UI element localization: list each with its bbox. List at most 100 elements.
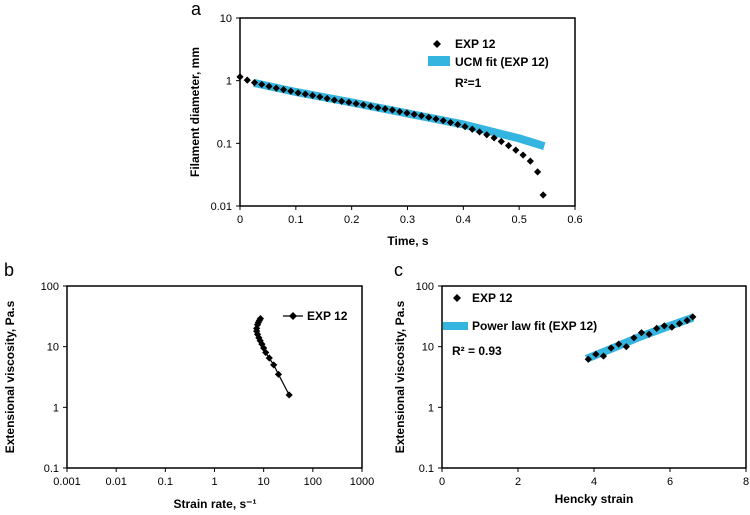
- panel-a-data-point: [475, 128, 484, 136]
- panel-a-data-point: [330, 96, 338, 104]
- panel-a-data-point: [359, 101, 367, 109]
- panel-a-data-point: [301, 90, 309, 98]
- panel-a-x-tick-label: 0.1: [288, 214, 303, 226]
- panel-b-data-point: [265, 354, 273, 362]
- panel-a-x-tick-label: 0.3: [400, 214, 415, 226]
- panel-a-x-tick-label: 0.6: [567, 214, 582, 226]
- panel-b-legend-exp12: EXP 12: [307, 309, 348, 323]
- panel-b-data-point: [270, 361, 278, 369]
- panel-c-data-point: [637, 329, 646, 337]
- panel-c-x-tick-label: 4: [591, 476, 597, 488]
- panel-a-data-point: [504, 142, 513, 150]
- panel-b-data-point: [260, 344, 268, 352]
- panel-c-data-point: [683, 316, 691, 325]
- panel-a-y-tick-label: 0.01: [211, 201, 232, 213]
- panel-a-data-point: [512, 146, 520, 154]
- panel-c-data-point: [622, 343, 630, 351]
- panel-c-data-point: [599, 352, 608, 360]
- panel-a-x-axis-label: Time, s: [387, 234, 428, 248]
- panel-a-data-point: [497, 137, 505, 146]
- panel-c-x-tick-label: 2: [515, 476, 521, 488]
- panel-a-data-point: [265, 82, 273, 91]
- panel-b-x-tick-label: 10: [258, 476, 270, 488]
- panel-a-legend-exp12: EXP 12: [455, 37, 496, 51]
- panel-b: b Strain rate, s⁻¹ Extensional viscosity…: [3, 260, 374, 511]
- panel-a-y-tick-label: 1: [226, 76, 232, 88]
- panel-a-data-point: [446, 118, 455, 127]
- panel-c-legend-fit: Power law fit (EXP 12): [472, 319, 597, 333]
- panel-b-data-point: [274, 370, 283, 378]
- panel-a-data-point: [287, 87, 295, 95]
- panel-a-data-point: [258, 80, 266, 89]
- panel-a-x-tick-label: 0.2: [344, 214, 359, 226]
- panel-a-data-point: [533, 168, 542, 176]
- panel-a-data-point: [279, 86, 288, 94]
- panel-b-y-tick-label: 1: [53, 402, 59, 414]
- panel-a-legend-marker-fit: [428, 56, 450, 66]
- panel-a-data-point: [323, 94, 331, 103]
- panel-a-legend-fit: UCM fit (EXP 12): [455, 55, 549, 69]
- panel-c-y-tick-label: 0.1: [419, 463, 434, 475]
- panel-a-legend-marker-exp12: [433, 40, 441, 48]
- panel-a-data-point: [345, 98, 353, 106]
- panel-c-data-point: [592, 350, 600, 358]
- panel-a-letter: a: [191, 0, 202, 19]
- panel-a-data-point: [526, 157, 534, 165]
- panel-a-y-tick-label: 0.1: [217, 138, 232, 150]
- panel-a-data-point: [461, 122, 469, 131]
- panel-a-data-point: [403, 109, 411, 117]
- panel-c-r-squared: R² = 0.93: [452, 344, 502, 358]
- panel-b-y-tick-label: 0.1: [44, 463, 59, 475]
- panel-c-x-tick-label: 6: [667, 476, 673, 488]
- panel-b-x-axis-label: Strain rate, s⁻¹: [173, 497, 256, 511]
- panel-c-letter: c: [394, 260, 403, 280]
- panel-c-y-tick-label: 10: [422, 342, 434, 354]
- panel-c-data-point: [630, 334, 638, 342]
- panel-c-data-point: [668, 323, 676, 331]
- panel-c-x-tick-label: 8: [743, 476, 749, 488]
- panel-a-data-point: [374, 104, 382, 112]
- panel-a-data-point: [490, 134, 498, 142]
- panel-c-data-point: [607, 344, 615, 352]
- panel-b-x-tick-label: 0.01: [105, 476, 126, 488]
- panel-a-x-tick-label: 0.5: [512, 214, 527, 226]
- panel-c-data-point: [653, 324, 661, 333]
- panel-b-data-point: [262, 348, 270, 357]
- panel-c: c Hencky strain Extensional viscosity, P…: [393, 260, 749, 506]
- panel-c-x-axis-label: Hencky strain: [555, 492, 634, 506]
- panel-a-data-point: [539, 191, 547, 199]
- panel-a-data-point: [250, 79, 259, 87]
- panel-a-x-tick-label: 0.4: [456, 214, 471, 226]
- panel-c-data-point: [675, 320, 684, 328]
- panel-a-data-point: [483, 131, 491, 139]
- panel-a-data-point: [272, 84, 280, 92]
- panel-a-data-point: [352, 100, 360, 108]
- panel-a-y-axis-label: Filament diameter, mm: [188, 47, 202, 177]
- panel-c-x-tick-label: 0: [439, 476, 445, 488]
- panel-a-data-point: [425, 113, 433, 121]
- panel-b-x-tick-label: 0.1: [158, 476, 173, 488]
- panel-a-x-tick-label: 0: [237, 214, 243, 226]
- panel-b-series-exp-12-line: [256, 318, 290, 396]
- panel-a-data-point: [316, 93, 324, 101]
- panel-a-data-point: [367, 102, 375, 110]
- panel-b-x-tick-label: 1: [211, 476, 217, 488]
- panel-a-data-point: [396, 108, 404, 116]
- panel-a-data-point: [468, 125, 476, 133]
- panel-c-legend-exp12: EXP 12: [472, 291, 513, 305]
- panel-c-series-power-law-fit-exp-12-line: [584, 313, 695, 363]
- panel-c-y-axis-label: Extensional viscosity, Pa.s: [393, 300, 407, 453]
- panel-b-data-point: [285, 391, 293, 399]
- panel-b-data-point: [256, 337, 264, 345]
- panel-c-data-point: [584, 355, 592, 363]
- panel-c-data-point: [689, 313, 697, 321]
- panel-b-y-tick-label: 100: [41, 281, 59, 293]
- panel-a-data-point: [454, 120, 462, 129]
- panel-b-x-tick-label: 0.001: [53, 476, 81, 488]
- panel-a-data-point: [381, 105, 389, 113]
- panel-a-data-point: [308, 91, 317, 100]
- panel-b-data-point: [256, 315, 265, 323]
- panel-c-plot-frame: [441, 285, 747, 469]
- panel-b-y-tick-label: 10: [47, 342, 59, 354]
